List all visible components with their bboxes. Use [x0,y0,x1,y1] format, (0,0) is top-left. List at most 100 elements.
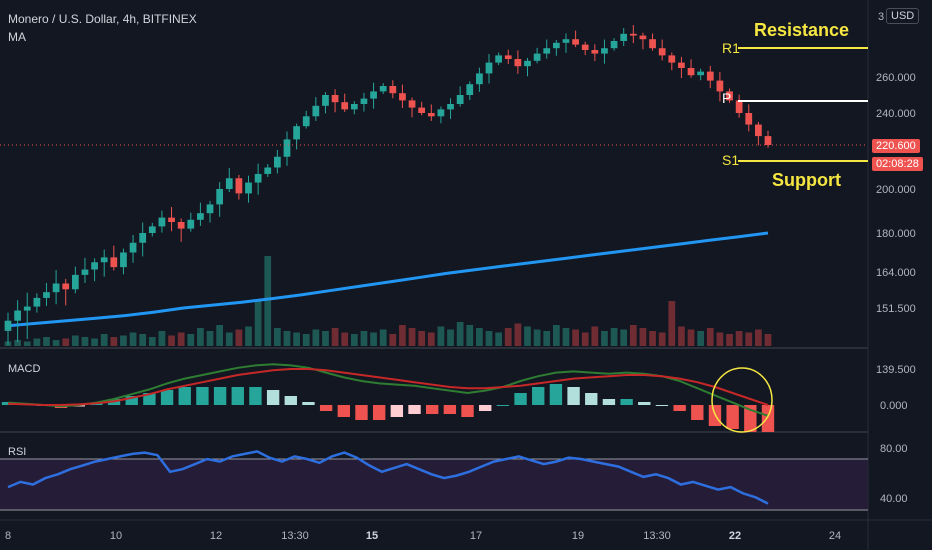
resistance-label: Resistance [754,20,850,40]
candle [168,217,175,222]
macd-histogram-bar [249,387,262,405]
candle [735,100,743,113]
volume-bar [283,331,291,346]
volume-bar [524,326,531,346]
volume-bar [33,338,41,346]
candle [649,39,656,49]
time-tick-label: 19 [572,530,584,542]
candle [370,91,377,99]
candle [120,252,127,268]
candle [562,39,570,43]
volume-bar [197,328,204,346]
volume-bar [110,337,118,346]
currency-badge[interactable]: USD [886,8,920,24]
macd-histogram-bar [567,387,580,405]
macd-histogram-bar [655,405,669,406]
candle [764,136,772,146]
price-tick-label: 200.000 [876,184,916,196]
candle [427,113,435,117]
time-tick-label: 13:30 [643,530,671,542]
candle [495,55,502,63]
last-price-tag: 220.600 [872,139,920,153]
volume-bar [697,331,705,346]
candle [447,104,454,110]
volume-bar [649,331,656,346]
macd-histogram-bar [549,384,563,405]
volume-bar [62,338,70,346]
price-tick-label: 164.000 [876,267,916,279]
volume-bar [245,326,252,346]
candle [572,39,579,45]
macd-histogram-bar [90,403,103,405]
volume-bar [466,325,474,346]
volume-bar [139,334,147,346]
volume-bar [485,331,493,346]
volume-bar [610,328,618,346]
candle [216,189,224,205]
macd-histogram-bar [231,387,244,405]
s1-label: S1 [722,152,740,168]
candle [158,217,166,227]
price-tick-label: 180.000 [876,228,916,240]
candle [110,257,118,268]
candle [418,107,426,113]
time-tick-label: 12 [210,530,222,542]
rsi-tick-label: 40.00 [880,493,908,505]
macd-histogram-bar [443,405,457,414]
candle [322,95,329,106]
rsi-line [7,450,769,505]
macd-tick-label: 0.000 [880,400,908,412]
macd-histogram-bar [160,390,174,405]
candle [177,222,185,229]
candle [62,283,70,290]
candle [81,269,89,275]
candle [379,86,387,92]
candle [350,104,358,110]
volume-bar [322,331,329,346]
candle [678,62,685,68]
candle [476,73,483,85]
macd-histogram-bar [726,405,739,429]
macd-histogram-bar [372,405,386,420]
volume-bar [533,329,541,346]
macd-histogram-bar [302,402,315,405]
volume-bar [187,334,195,346]
candle [629,33,637,36]
pivot-label: P [722,90,732,106]
candle [504,55,512,59]
time-tick-label: 13:30 [281,530,309,542]
volume-bar [687,329,695,346]
volume-bar [629,325,637,346]
macd-histogram-bar [691,405,704,420]
volume-bar [591,326,599,346]
volume-bar [514,323,522,346]
candle [293,126,300,140]
volume-bar [764,334,772,346]
time-tick-label: 15 [366,530,378,542]
volume-bar [437,326,445,346]
time-tick-label: 10 [110,530,122,542]
candle [610,41,618,49]
candle [71,274,79,290]
volume-bar [504,328,512,346]
volume-bar [225,332,233,346]
time-tick-label: 8 [5,530,11,542]
macd-histogram-bar [761,405,775,432]
candle [639,35,647,40]
volume-bar [302,334,310,346]
volume-bar [206,331,214,346]
volume-bar [678,326,685,346]
candle [312,105,320,117]
candle [706,71,714,81]
macd-histogram-bar [602,399,616,405]
macd-histogram-bar [178,387,191,405]
candle [91,262,98,270]
volume-bar [552,325,560,346]
macd-title: MACD [8,363,40,375]
macd-histogram-bar [266,390,280,405]
volume-bar [447,329,454,346]
volume-bar [254,301,262,346]
volume-bar [735,331,743,346]
candle [148,226,156,233]
